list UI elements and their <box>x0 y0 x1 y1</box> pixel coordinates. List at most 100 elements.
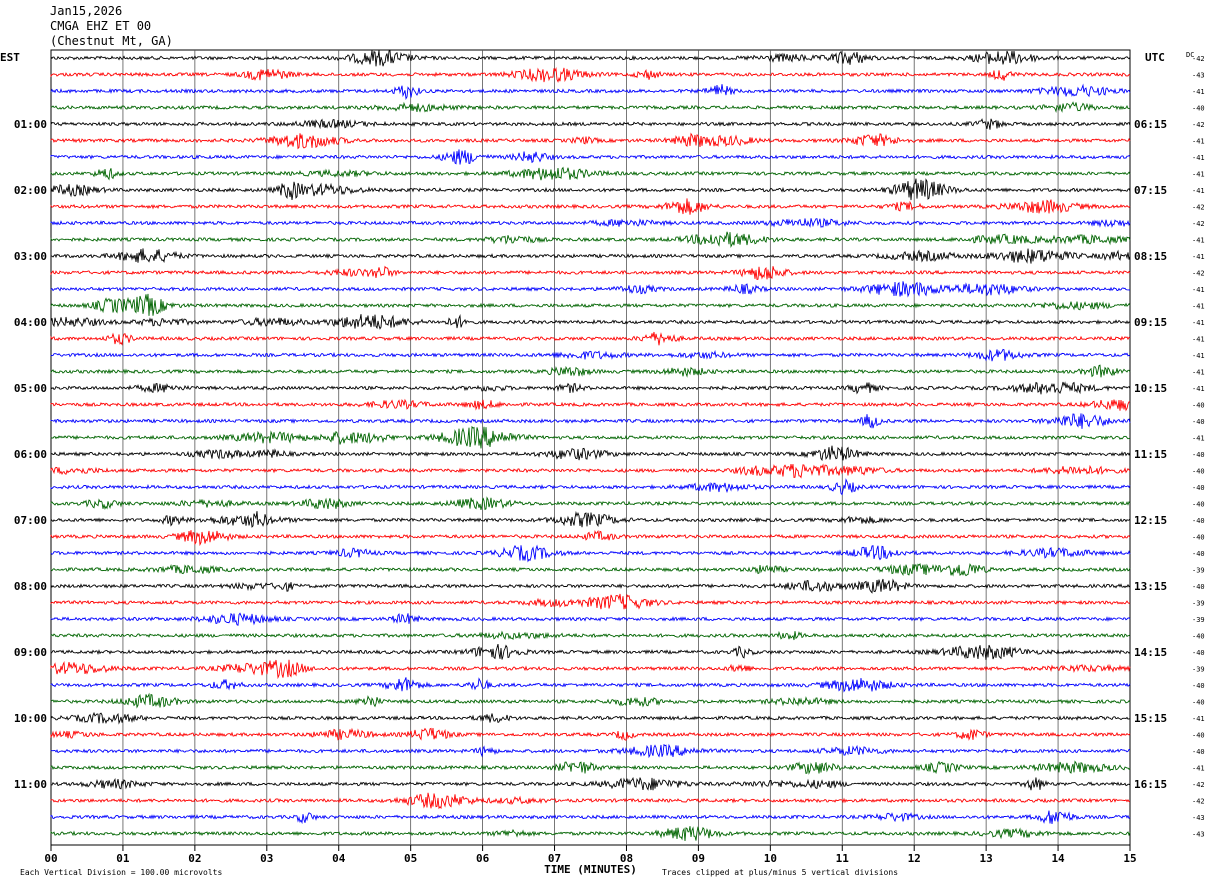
dc-offset-label: -40 <box>1192 501 1205 509</box>
seismic-trace <box>50 331 1131 346</box>
seismic-trace <box>50 83 1131 100</box>
seismic-trace <box>50 544 1131 563</box>
dc-offset-label: -41 <box>1192 237 1205 245</box>
seismic-trace <box>50 348 1131 362</box>
dc-offset-label: -40 <box>1192 699 1205 707</box>
dc-offset-label: -42 <box>1192 204 1205 212</box>
dc-offset-label: -42 <box>1192 781 1205 789</box>
left-hour-label: 10:00 <box>14 712 47 725</box>
dc-offset-label: -39 <box>1192 666 1205 674</box>
x-tick-label: 03 <box>260 852 273 865</box>
seismic-trace <box>50 711 1131 725</box>
plot-frame <box>50 49 1131 846</box>
seismic-trace <box>50 398 1131 412</box>
dc-offset-label: -40 <box>1192 732 1205 740</box>
dc-offset-label: -41 <box>1192 154 1205 162</box>
seismic-trace <box>50 630 1131 641</box>
x-tick-label: 01 <box>116 852 130 865</box>
right-hour-label: 12:15 <box>1134 514 1167 527</box>
seismic-trace <box>50 643 1131 661</box>
dc-offset-label: -40 <box>1192 517 1205 525</box>
x-tick-label: 06 <box>476 852 490 865</box>
left-hour-label: 03:00 <box>14 250 47 263</box>
right-timezone-label: UTC <box>1145 51 1165 64</box>
left-hour-label: 11:00 <box>14 778 47 791</box>
seismic-trace <box>50 413 1131 429</box>
left-hour-label: 09:00 <box>14 646 47 659</box>
x-tick-label: 05 <box>404 852 417 865</box>
dc-offset-label: -41 <box>1192 88 1205 96</box>
seismic-trace <box>50 826 1131 842</box>
seismic-trace <box>50 510 1131 528</box>
clip-note: Traces clipped at plus/minus 5 vertical … <box>662 868 899 877</box>
seismic-trace <box>50 776 1131 791</box>
x-tick-label: 10 <box>764 852 777 865</box>
seismic-trace <box>50 50 1131 67</box>
dc-offset-label: -41 <box>1192 187 1205 195</box>
dc-offset-label: -41 <box>1192 253 1205 261</box>
seismic-trace <box>50 364 1131 378</box>
dc-offset-label: -40 <box>1192 748 1205 756</box>
left-hour-label: 06:00 <box>14 448 47 461</box>
right-hour-label: 11:15 <box>1134 448 1167 461</box>
right-hour-label: 16:15 <box>1134 778 1167 791</box>
dc-offset-label: -41 <box>1192 138 1205 146</box>
seismic-trace <box>50 248 1131 264</box>
dc-offset-label: -43 <box>1192 831 1205 839</box>
seismic-trace <box>50 293 1131 316</box>
dc-offset-label: -41 <box>1192 385 1205 393</box>
x-tick-label: 11 <box>836 852 850 865</box>
dc-offset-label: -40 <box>1192 468 1205 476</box>
right-hour-label: 06:15 <box>1134 118 1167 131</box>
seismic-trace <box>50 530 1131 547</box>
x-tick-label: 08 <box>620 852 633 865</box>
x-tick-label: 02 <box>188 852 201 865</box>
seismic-trace <box>50 727 1131 741</box>
dc-offset-label: -40 <box>1192 682 1205 690</box>
right-hour-label: 14:15 <box>1134 646 1167 659</box>
seismic-trace <box>50 231 1131 248</box>
dc-offset-label: -42 <box>1192 220 1205 228</box>
seismic-trace <box>50 198 1131 215</box>
dc-offset-label: -43 <box>1192 814 1205 822</box>
right-hour-label: 07:15 <box>1134 184 1167 197</box>
dc-offset-label: -41 <box>1192 319 1205 327</box>
dc-offset-label: -41 <box>1192 286 1205 294</box>
seismic-trace <box>50 265 1131 281</box>
dc-offset-label: -41 <box>1192 369 1205 377</box>
dc-offset-label: -43 <box>1192 72 1205 80</box>
dc-offset-label: -41 <box>1192 715 1205 723</box>
seismic-trace <box>50 478 1131 496</box>
dc-offset-label: -40 <box>1192 583 1205 591</box>
dc-offset-label: -39 <box>1192 616 1205 624</box>
dc-offset-label: -40 <box>1192 451 1205 459</box>
seismic-trace <box>50 149 1131 165</box>
dc-offset-label: -41 <box>1192 352 1205 360</box>
seismic-trace <box>50 612 1131 626</box>
seismic-trace <box>50 132 1131 150</box>
seismic-trace <box>50 760 1131 775</box>
dc-offset-label: -40 <box>1192 418 1205 426</box>
dc-offset-label: -40 <box>1192 105 1205 113</box>
seismic-trace <box>50 166 1131 181</box>
seismic-trace <box>50 314 1131 330</box>
right-hour-label: 13:15 <box>1134 580 1167 593</box>
seismic-trace <box>50 463 1131 479</box>
seismic-trace <box>50 792 1131 810</box>
seismic-trace <box>50 178 1131 201</box>
seismic-trace <box>50 810 1131 825</box>
seismic-trace <box>50 445 1131 462</box>
station-channel: CMGA EHZ ET 00 <box>50 19 152 33</box>
seismic-trace <box>50 281 1131 298</box>
seismic-trace <box>50 217 1131 228</box>
left-hour-label: 08:00 <box>14 580 47 593</box>
seismic-trace <box>50 578 1131 594</box>
left-hour-label: 02:00 <box>14 184 47 197</box>
dc-offset-label: -40 <box>1192 633 1205 641</box>
seismic-trace <box>50 67 1131 83</box>
dc-offset-label: -42 <box>1192 270 1205 278</box>
x-tick-label: 07 <box>548 852 561 865</box>
dc-offset-label: -40 <box>1192 484 1205 492</box>
seismic-trace <box>50 425 1131 449</box>
